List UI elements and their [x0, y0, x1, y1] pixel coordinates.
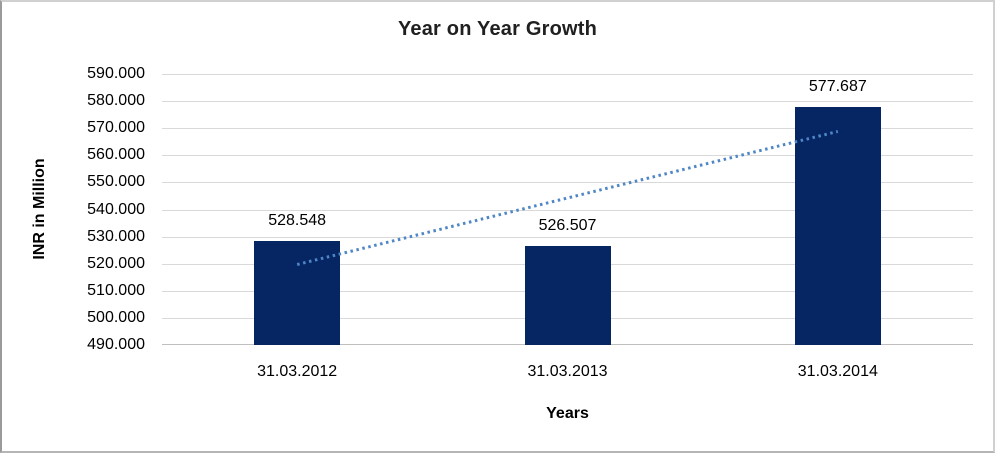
y-axis-tick-label: 580.000	[87, 92, 145, 109]
y-axis-tick-label: 560.000	[87, 146, 145, 163]
y-axis-tick-label: 540.000	[87, 201, 145, 218]
x-axis-tick-label: 31.03.2013	[527, 363, 608, 380]
y-axis-tick-label: 550.000	[87, 173, 145, 190]
bar-value-label: 526.507	[538, 217, 597, 235]
bar-31.03.2012	[254, 240, 341, 345]
y-axis-tick-label: 590.000	[87, 65, 145, 82]
gridline	[162, 128, 973, 129]
bar-value-label: 528.548	[268, 211, 327, 229]
y-axis-tick-label: 500.000	[87, 309, 145, 326]
gridline	[162, 74, 973, 75]
bar-31.03.2014	[794, 107, 881, 345]
bar-value-label: 577.687	[808, 78, 867, 96]
y-axis-tick-label: 570.000	[87, 119, 145, 136]
x-axis-tick-label: 31.03.2012	[257, 363, 338, 380]
gridline	[162, 237, 973, 238]
plot-area: 528.548 526.507 577.687	[162, 74, 973, 345]
y-axis-tick-label: 490.000	[87, 336, 145, 353]
x-axis-title: Years	[546, 405, 589, 422]
y-axis-tick-label: 530.000	[87, 228, 145, 245]
y-axis-tick-label: 520.000	[87, 255, 145, 272]
chart-title: Year on Year Growth	[397, 18, 598, 40]
gridline	[162, 210, 973, 211]
trendline	[296, 129, 839, 266]
y-axis-tick-label: 510.000	[87, 282, 145, 299]
x-axis-tick-label: 31.03.2014	[797, 363, 878, 380]
gridline	[162, 101, 973, 102]
gridline	[162, 182, 973, 183]
bar-31.03.2013	[524, 246, 611, 345]
gridline	[162, 155, 973, 156]
